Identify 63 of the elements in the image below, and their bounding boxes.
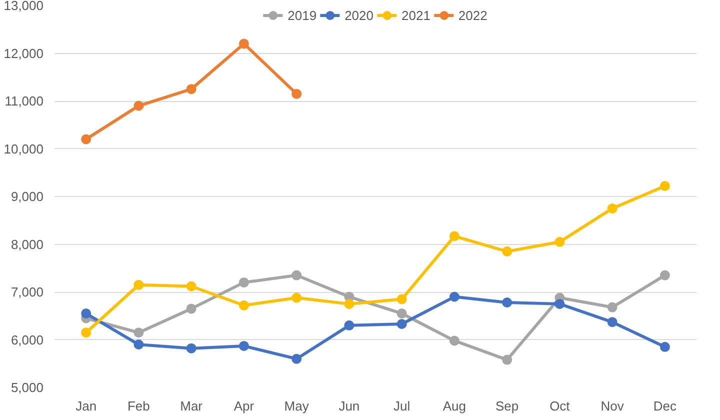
point [502, 354, 512, 365]
point [344, 320, 354, 330]
point [81, 134, 92, 144]
legend-label: 2019 [288, 8, 317, 22]
point [134, 100, 144, 111]
point [134, 328, 144, 338]
point [502, 246, 512, 256]
point [238, 277, 249, 288]
x-tick-label: May [284, 398, 310, 414]
y-tick-label: 5,000 [10, 380, 44, 395]
point [238, 300, 249, 310]
x-tick-label: Jan [76, 398, 97, 414]
point [502, 298, 512, 308]
x-tick-label: Aug [442, 398, 466, 414]
point [292, 354, 302, 364]
point [449, 231, 460, 242]
point [238, 38, 249, 49]
point [292, 270, 302, 280]
x-tick-label: Oct [550, 398, 570, 414]
point [554, 236, 565, 247]
point [238, 340, 249, 351]
point [396, 294, 407, 304]
x-tick-label: Feb [127, 398, 150, 414]
point [607, 317, 618, 328]
point [81, 328, 92, 338]
y-tick-label: 9,000 [10, 189, 44, 204]
y-tick-label: 13,000 [4, 0, 44, 13]
point [396, 319, 407, 329]
y-tick-label: 7,000 [10, 284, 44, 300]
point [449, 292, 460, 302]
point [607, 203, 618, 214]
y-tick-label: 6,000 [10, 332, 44, 348]
point [186, 304, 196, 314]
x-tick-label: Jul [394, 398, 410, 414]
x-tick-label: Apr [234, 398, 255, 414]
x-tick-label: Sep [495, 398, 519, 414]
x-tick-label: Nov [600, 398, 624, 414]
point [660, 270, 670, 280]
point [607, 302, 618, 312]
point [660, 342, 670, 352]
y-tick-label: 11,000 [4, 94, 44, 108]
legend-label: 2022 [458, 8, 488, 22]
y-tick-label: 12,000 [4, 46, 44, 61]
point [134, 340, 144, 350]
legend-label: 2020 [344, 8, 374, 22]
x-tick-label: Dec [653, 398, 677, 414]
point [554, 298, 565, 309]
point [396, 308, 407, 318]
point [186, 343, 196, 354]
x-tick-label: Jun [338, 398, 360, 414]
y-tick-label: 10,000 [4, 141, 44, 156]
point [134, 280, 144, 290]
point [292, 292, 302, 303]
y-tick-label: 8,000 [10, 236, 44, 252]
point [449, 336, 460, 346]
legend-label: 2021 [402, 8, 430, 22]
point [660, 181, 670, 191]
point [292, 88, 302, 99]
x-tick-label: Mar [180, 398, 204, 414]
point [186, 281, 196, 292]
point [186, 84, 196, 94]
point [344, 298, 354, 309]
point [81, 308, 92, 318]
